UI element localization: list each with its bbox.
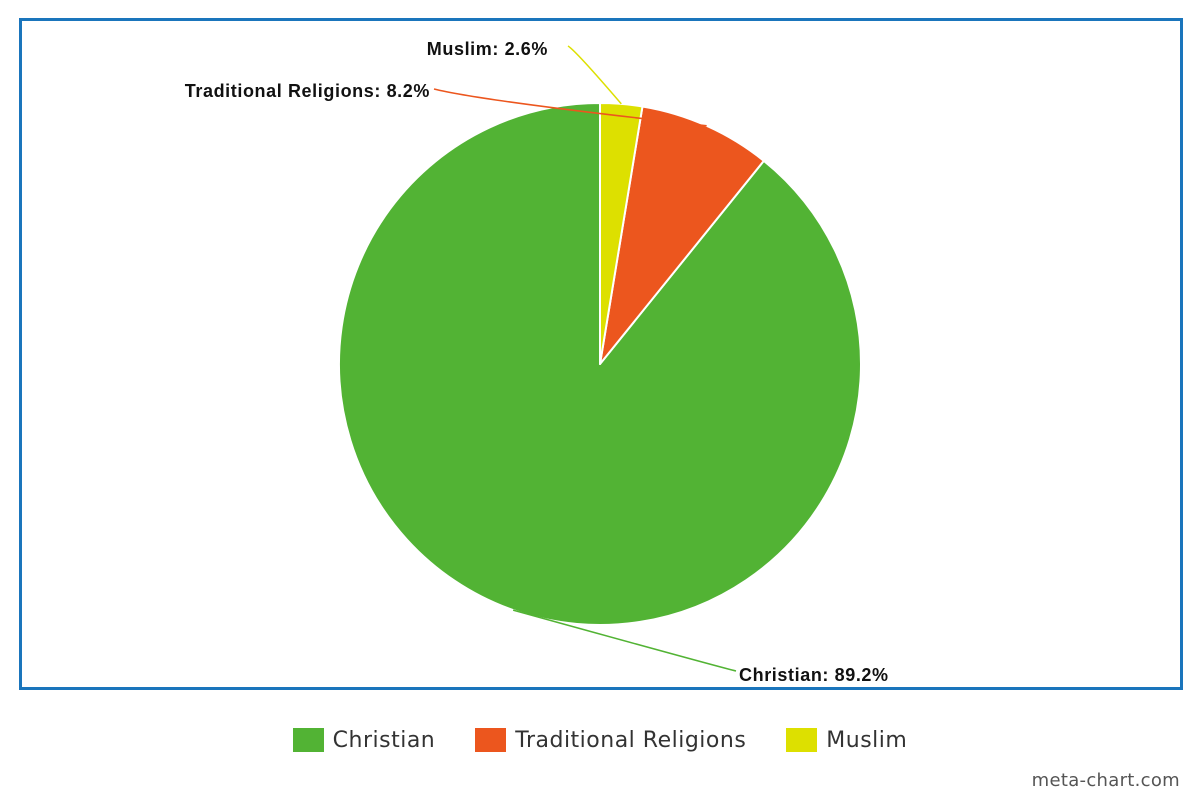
legend-item-traditional-religions[interactable]: Traditional Religions: [475, 728, 746, 753]
legend-swatch: [292, 728, 324, 752]
watermark[interactable]: meta-chart.com: [1031, 770, 1180, 791]
leader-line: [567, 45, 622, 105]
legend-label: Traditional Religions: [515, 727, 747, 753]
leader-line: [512, 609, 737, 672]
chart-frame: Christian: 89.2% Traditional Religions: …: [19, 18, 1183, 690]
legend-item-christian[interactable]: Christian: [292, 727, 436, 753]
legend-swatch: [475, 728, 507, 752]
legend: Christian Traditional Religions Muslim: [0, 722, 1200, 758]
legend-label: Christian: [332, 727, 436, 753]
data-label-muslim: Muslim: 2.6%: [427, 39, 548, 59]
legend-label: Muslim: [826, 727, 908, 753]
pie-chart: Christian: 89.2% Traditional Religions: …: [185, 39, 889, 685]
leader-line: [433, 88, 707, 127]
legend-item-muslim[interactable]: Muslim: [786, 728, 907, 753]
data-label-christian: Christian: 89.2%: [739, 665, 889, 685]
legend-swatch: [786, 728, 818, 752]
data-label-traditional-religions: Traditional Religions: 8.2%: [185, 81, 430, 101]
